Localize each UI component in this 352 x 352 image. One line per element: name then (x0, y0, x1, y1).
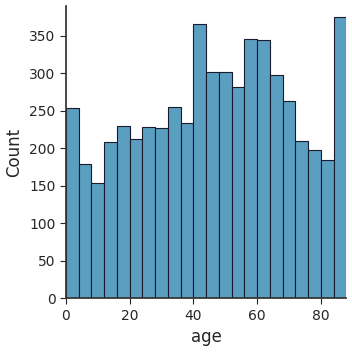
X-axis label: age: age (191, 328, 222, 346)
Bar (104, 142, 117, 298)
Bar (257, 40, 270, 298)
Bar (117, 126, 130, 298)
Bar (66, 108, 78, 298)
Bar (181, 124, 193, 298)
Bar (206, 73, 219, 298)
Bar (130, 139, 143, 298)
Bar (244, 39, 257, 298)
Bar (295, 141, 308, 298)
Bar (232, 87, 244, 298)
Bar (283, 101, 295, 298)
Bar (155, 128, 168, 298)
Bar (334, 17, 346, 298)
Bar (321, 159, 334, 298)
Y-axis label: Count: Count (6, 127, 24, 177)
Bar (193, 24, 206, 298)
Bar (270, 75, 283, 298)
Bar (219, 72, 232, 298)
Bar (308, 150, 321, 298)
Bar (78, 164, 92, 298)
Bar (92, 183, 104, 298)
Bar (143, 127, 155, 298)
Bar (168, 107, 181, 298)
